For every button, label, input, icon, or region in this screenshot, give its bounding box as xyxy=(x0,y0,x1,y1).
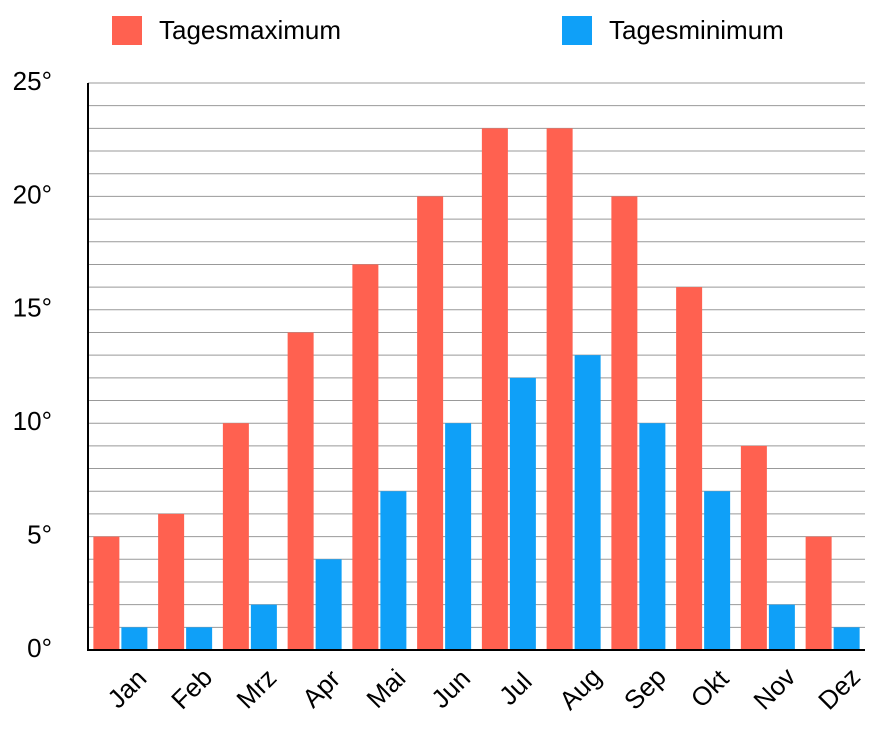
y-tick-label: 20° xyxy=(13,179,52,209)
bar xyxy=(768,604,795,650)
x-tick-label: Apr xyxy=(296,663,346,713)
bar xyxy=(611,196,638,650)
bar xyxy=(186,627,213,650)
x-tick-label: Okt xyxy=(685,663,735,713)
bar xyxy=(380,491,407,650)
x-tick-label: Feb xyxy=(165,662,218,715)
bar xyxy=(445,423,472,650)
x-tick-label: Dez xyxy=(812,662,866,716)
bar xyxy=(676,287,703,650)
x-tick-label: Jan xyxy=(101,663,152,714)
bar xyxy=(287,332,314,650)
y-tick-label: 5° xyxy=(27,519,52,549)
bar xyxy=(222,423,249,650)
bar xyxy=(639,423,666,650)
x-tick-label: Mai xyxy=(360,663,411,714)
x-tick-label: Nov xyxy=(747,662,801,716)
x-tick-label: Aug xyxy=(553,662,607,716)
bar xyxy=(315,559,342,650)
x-tick-label: Sep xyxy=(618,662,672,716)
bar xyxy=(481,128,508,651)
bar xyxy=(158,513,185,650)
bar xyxy=(93,536,120,650)
x-tick-label: Mrz xyxy=(230,663,282,715)
legend-swatch xyxy=(112,16,142,45)
legend-swatch xyxy=(562,16,592,45)
bar xyxy=(546,128,573,651)
y-tick-label: 25° xyxy=(13,66,52,96)
x-tick-label: Jun xyxy=(425,663,476,714)
legend-label: Tagesminimum xyxy=(609,15,784,45)
y-tick-label: 15° xyxy=(13,293,52,323)
bar xyxy=(250,604,277,650)
y-tick-label: 10° xyxy=(13,406,52,436)
x-tick-label: Jul xyxy=(493,666,538,711)
legend-label: Tagesmaximum xyxy=(159,15,341,45)
bar xyxy=(509,377,536,650)
bar xyxy=(805,536,832,650)
y-tick-label: 0° xyxy=(27,633,52,663)
bar xyxy=(574,355,601,650)
bar xyxy=(352,264,379,650)
bar xyxy=(833,627,860,650)
bar xyxy=(417,196,444,650)
bar xyxy=(704,491,731,650)
bar xyxy=(740,445,767,650)
bar xyxy=(121,627,148,650)
